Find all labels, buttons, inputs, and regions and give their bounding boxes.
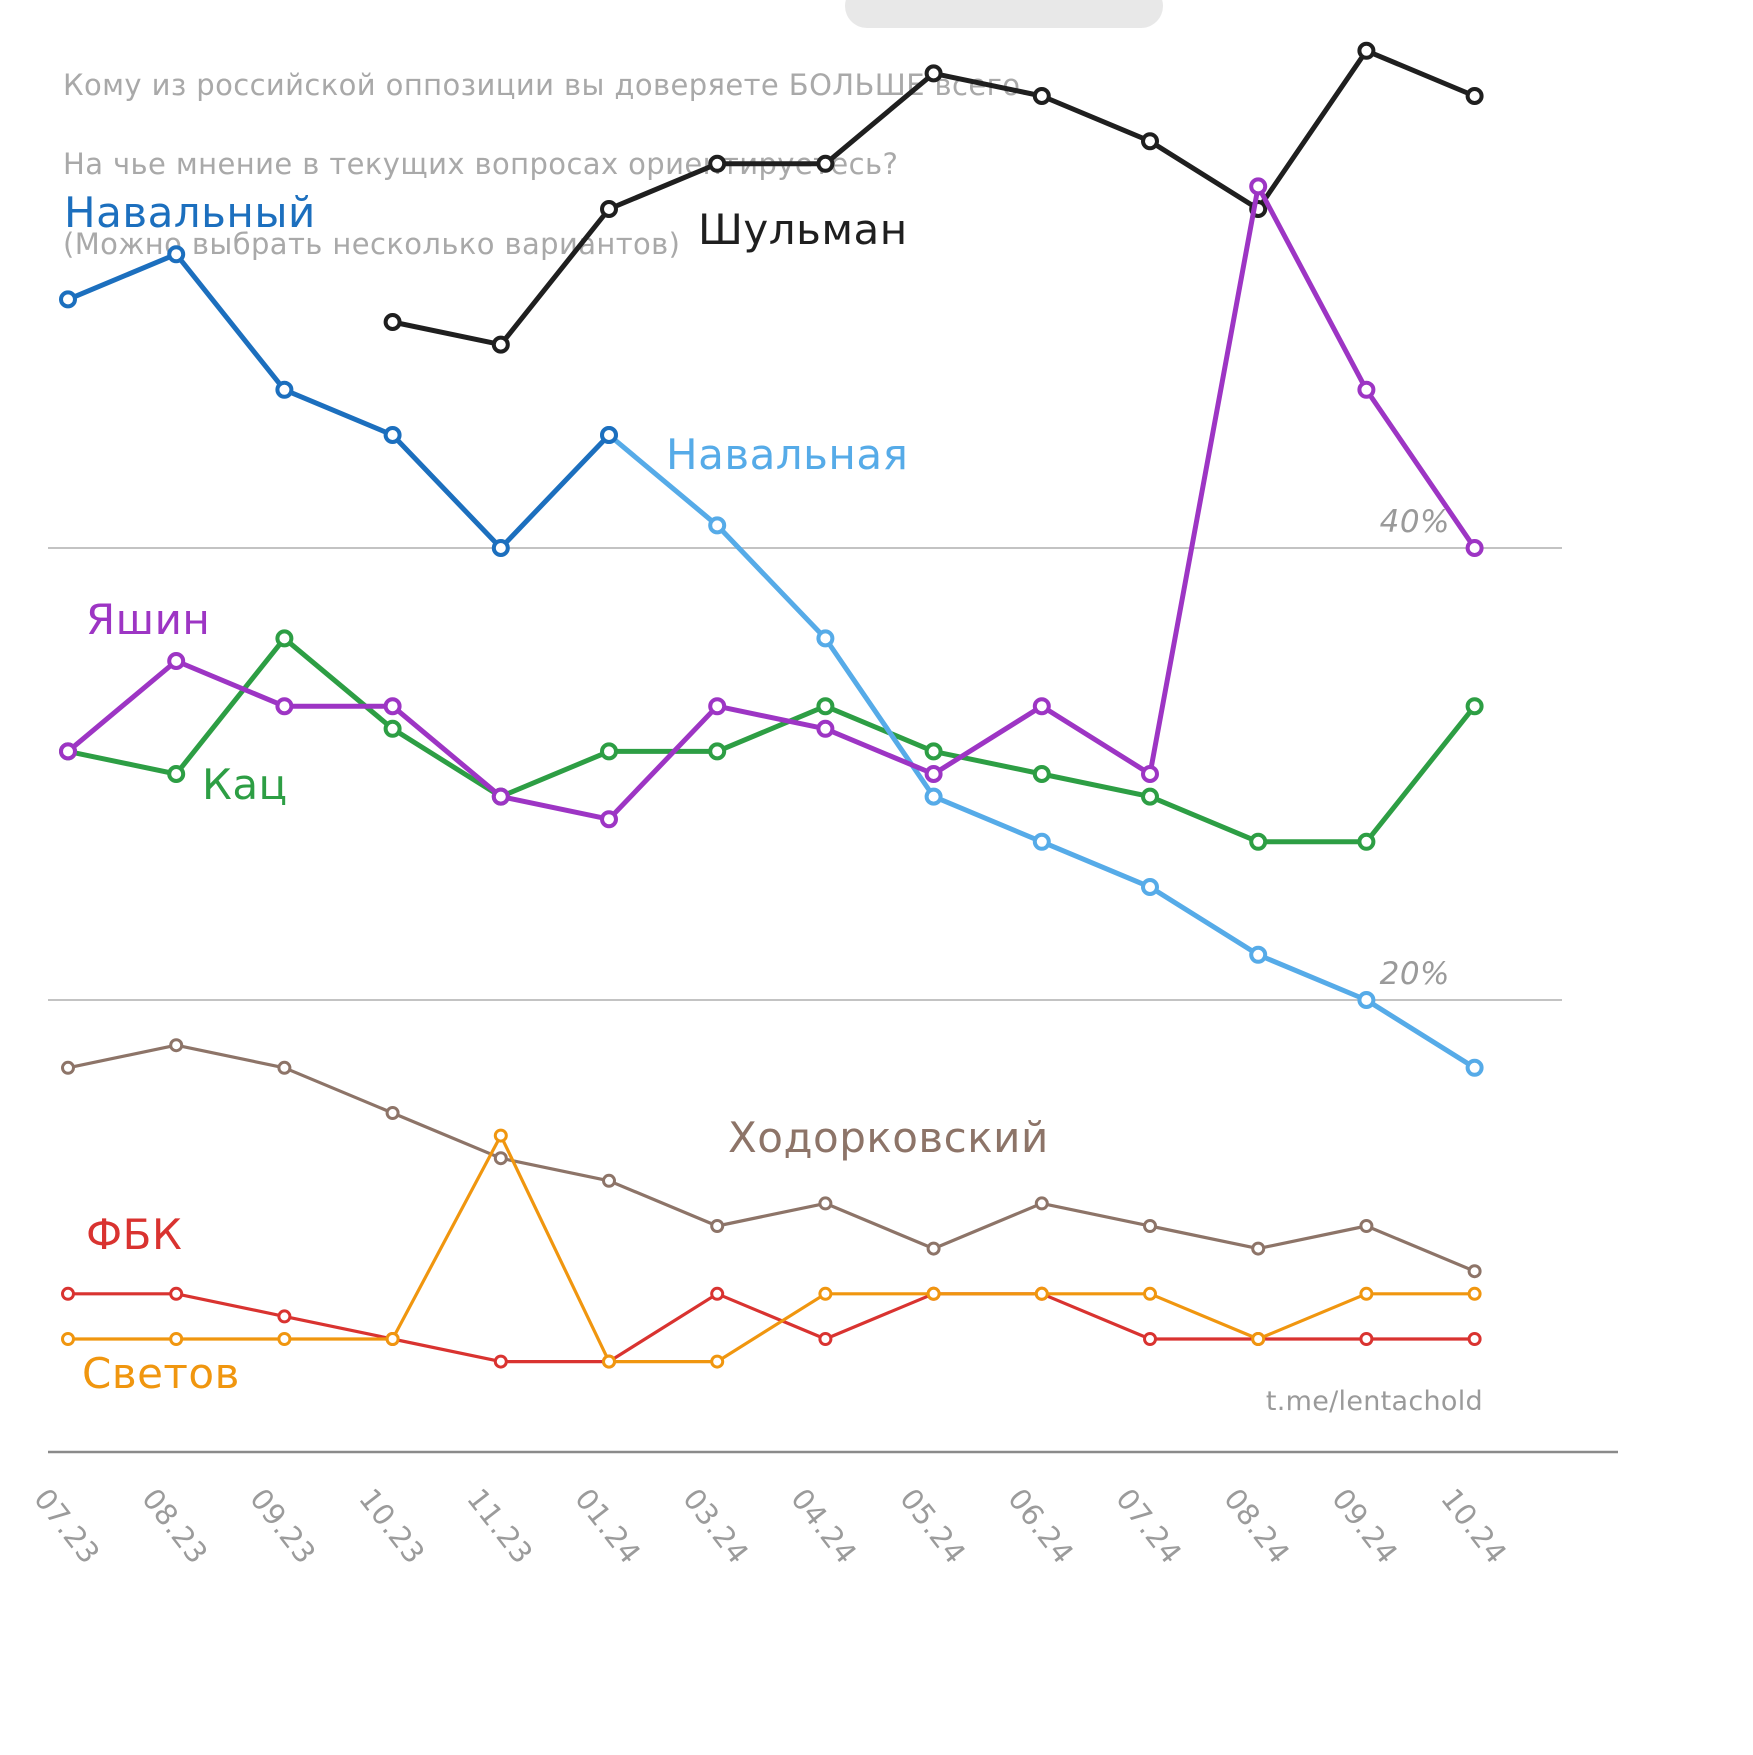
chart-title: Кому из российской оппозиции вы доверяет…: [63, 26, 1030, 304]
series-label-kats: Кац: [202, 760, 288, 809]
gridline-label-20: 20%: [1379, 956, 1450, 992]
chart-title-line-1: Кому из российской оппозиции вы доверяет…: [63, 67, 1031, 102]
series-label-fbk: ФБК: [86, 1210, 183, 1259]
series-label-yashin: Яшин: [86, 595, 211, 644]
series-label-navalnaya: Навальная: [666, 430, 909, 479]
watermark-link: t.me/lentachold: [1265, 1386, 1483, 1417]
series-label-khodorkovsky: Ходорковский: [728, 1113, 1049, 1162]
series-label-shulman: Шульман: [698, 205, 908, 254]
gridline-label-40: 40%: [1379, 504, 1450, 540]
chart-title-line-3: (Можно выбрать несколько вариантов): [63, 226, 681, 261]
top-overlay-pill: [845, 0, 1163, 28]
series-label-navalny: Навальный: [64, 188, 316, 237]
series-label-svetov: Светов: [82, 1349, 240, 1398]
